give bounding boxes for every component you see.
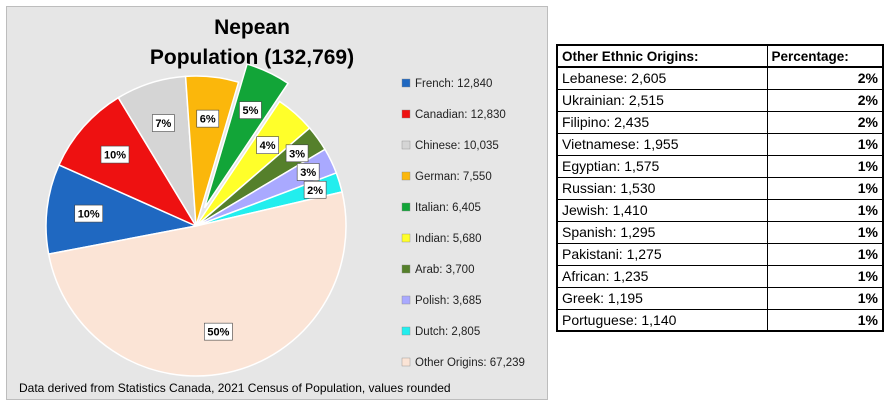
chart-panel: Nepean Population (132,769) 10% 10% 7% 6% 5%… [6, 6, 548, 400]
origin-cell: African: 1,235 [556, 264, 768, 288]
table-header-origin: Other Ethnic Origins: [556, 44, 768, 68]
legend-entry: Dutch: 2,805 [415, 326, 480, 338]
chart-title-line-2: Population (132,769) [150, 46, 354, 69]
origin-cell: Lebanese: 2,605 [556, 66, 768, 90]
pie-slice [203, 63, 290, 209]
slice-label-box [303, 180, 327, 199]
percentage-cell: 1% [766, 220, 884, 244]
table-row: Lebanese: 2,605 2% [556, 66, 884, 90]
origin-cell: Egyptian: 1,575 [556, 154, 768, 178]
percentage-cell: 1% [766, 176, 884, 200]
slice-percentage-label: 10% [78, 209, 100, 221]
slice-percentage-label: 3% [300, 167, 316, 179]
table-row: Pakistani: 1,275 1% [556, 242, 884, 266]
percentage-cell: 1% [766, 132, 884, 156]
slice-label-box [256, 136, 279, 154]
origin-cell: Jewish: 1,410 [556, 198, 768, 222]
slice-label-box [196, 109, 220, 128]
legend-swatch [401, 233, 411, 243]
pie-slice-labels: 10% 10% 7% 6% 5% 4% 3% 3% 2% 50% [74, 101, 327, 341]
legend-entry: French: 12,840 [415, 78, 492, 90]
table-row: Vietnamese: 1,955 1% [556, 132, 884, 156]
pie-slice [45, 163, 199, 255]
percentage-cell: 1% [766, 308, 884, 332]
legend-entry: Indian: 5,680 [415, 233, 482, 245]
table-row: Egyptian: 1,575 1% [556, 154, 884, 178]
percentage-cell: 1% [766, 264, 884, 288]
legend-swatch [401, 357, 411, 367]
slice-percentage-label: 5% [242, 105, 258, 117]
table-row: Greek: 1,195 1% [556, 286, 884, 310]
percentage-cell: 2% [766, 88, 884, 112]
slice-label-box [152, 114, 175, 132]
legend-swatch [401, 109, 411, 119]
other-ethnic-origins-table: Other Ethnic Origins: Percentage: Lebane… [556, 44, 884, 332]
chart-title-line-1: Nepean [214, 16, 290, 39]
table-header-row: Other Ethnic Origins: Percentage: [556, 44, 884, 68]
legend-swatch [401, 295, 411, 305]
percentage-cell: 2% [766, 66, 884, 90]
table-body: Lebanese: 2,605 2% Ukrainian: 2,515 2% Filip… [556, 66, 884, 332]
slice-label-box [100, 145, 130, 164]
origin-cell: Greek: 1,195 [556, 286, 768, 310]
pie-chart: Nepean Population (132,769) 10% 10% 7% 6% 5%… [19, 16, 525, 395]
slice-label-box [74, 204, 104, 223]
legend-swatch [401, 326, 411, 336]
origin-cell: Vietnamese: 1,955 [556, 132, 768, 156]
table-row: Jewish: 1,410 1% [556, 198, 884, 222]
slice-label-box [204, 322, 233, 341]
percentage-cell: 1% [766, 154, 884, 178]
slice-percentage-label: 2% [307, 185, 323, 197]
percentage-cell: 1% [766, 198, 884, 222]
percentage-cell: 1% [766, 286, 884, 310]
legend-entry: Other Origins: 67,239 [415, 357, 525, 369]
legend-entry: Polish: 3,685 [415, 295, 482, 307]
origin-cell: Portuguese: 1,140 [556, 308, 768, 332]
slice-percentage-label: 10% [104, 150, 126, 162]
percentage-cell: 2% [766, 110, 884, 134]
slice-percentage-label: 50% [207, 327, 229, 339]
table-row: Filipino: 2,435 2% [556, 110, 884, 134]
slice-label-box [285, 144, 309, 163]
legend-swatch [401, 202, 411, 212]
pie-slices [45, 63, 347, 377]
slice-percentage-label: 6% [200, 114, 216, 126]
table-row: Spanish: 1,295 1% [556, 220, 884, 244]
legend-swatch [401, 264, 411, 274]
legend-entry: Chinese: 10,035 [415, 140, 499, 152]
origin-cell: Pakistani: 1,275 [556, 242, 768, 266]
legend-swatch [401, 171, 411, 181]
slice-percentage-label: 3% [289, 148, 305, 160]
legend-entry: German: 7,550 [415, 171, 492, 183]
origin-cell: Ukrainian: 2,515 [556, 88, 768, 112]
table-header-percentage: Percentage: [766, 44, 884, 68]
pie-slice [47, 191, 347, 377]
legend-entry: Italian: 6,405 [415, 202, 481, 214]
slice-percentage-label: 4% [260, 140, 276, 152]
source-note: Data derived from Statistics Canada, 202… [19, 381, 451, 395]
origin-cell: Russian: 1,530 [556, 176, 768, 200]
legend-swatch [401, 140, 411, 150]
slice-label-box [296, 163, 320, 181]
legend: French: 12,840 Canadian: 12,830 Chinese: 1… [401, 78, 525, 369]
table-row: Russian: 1,530 1% [556, 176, 884, 200]
legend-entry: Arab: 3,700 [415, 264, 474, 276]
legend-entry: Canadian: 12,830 [415, 109, 506, 121]
origin-cell: Filipino: 2,435 [556, 110, 768, 134]
legend-swatch [401, 78, 411, 88]
table-row: Ukrainian: 2,515 2% [556, 88, 884, 112]
origin-cell: Spanish: 1,295 [556, 220, 768, 244]
slice-percentage-label: 7% [155, 118, 171, 130]
table-row: Portuguese: 1,140 1% [556, 308, 884, 332]
table-row: African: 1,235 1% [556, 264, 884, 288]
percentage-cell: 1% [766, 242, 884, 266]
slice-label-box [239, 101, 262, 119]
